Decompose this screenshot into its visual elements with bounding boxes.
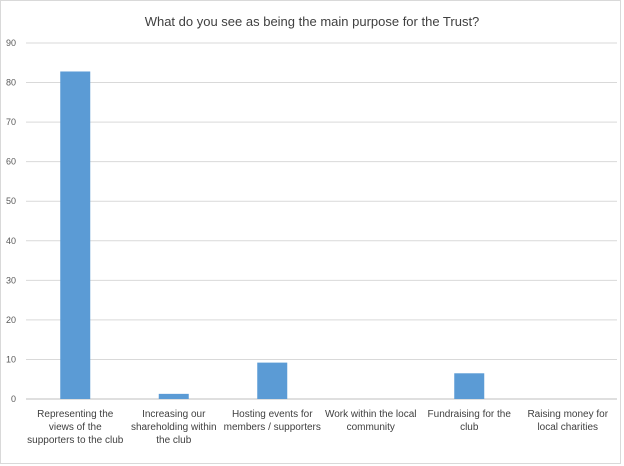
- bar: [257, 362, 288, 399]
- y-tick-label: 30: [6, 275, 16, 285]
- y-tick-label: 60: [6, 157, 16, 167]
- y-tick-label: 70: [6, 117, 16, 127]
- y-tick-label: 10: [6, 354, 16, 364]
- x-category-label: Raising money for local charities: [527, 409, 609, 433]
- x-category-label: Fundraising for the club: [427, 409, 511, 433]
- y-tick-label: 90: [6, 38, 16, 48]
- y-tick-label: 0: [11, 394, 16, 404]
- y-tick-label: 40: [6, 236, 16, 246]
- y-tick-label: 20: [6, 315, 16, 325]
- bar: [158, 393, 189, 399]
- x-category-label: Increasing our shareholding within the c…: [130, 409, 217, 446]
- x-category-label: Representing the views of the supporters…: [27, 409, 124, 446]
- y-tick-label: 50: [6, 196, 16, 206]
- bar: [60, 71, 91, 399]
- chart-title: What do you see as being the main purpos…: [144, 14, 480, 29]
- x-category-label: Work within the local community: [324, 409, 417, 433]
- y-tick-label: 80: [6, 78, 16, 88]
- bar: [454, 373, 485, 399]
- x-category-label: Hosting events for members / supporters: [223, 409, 321, 433]
